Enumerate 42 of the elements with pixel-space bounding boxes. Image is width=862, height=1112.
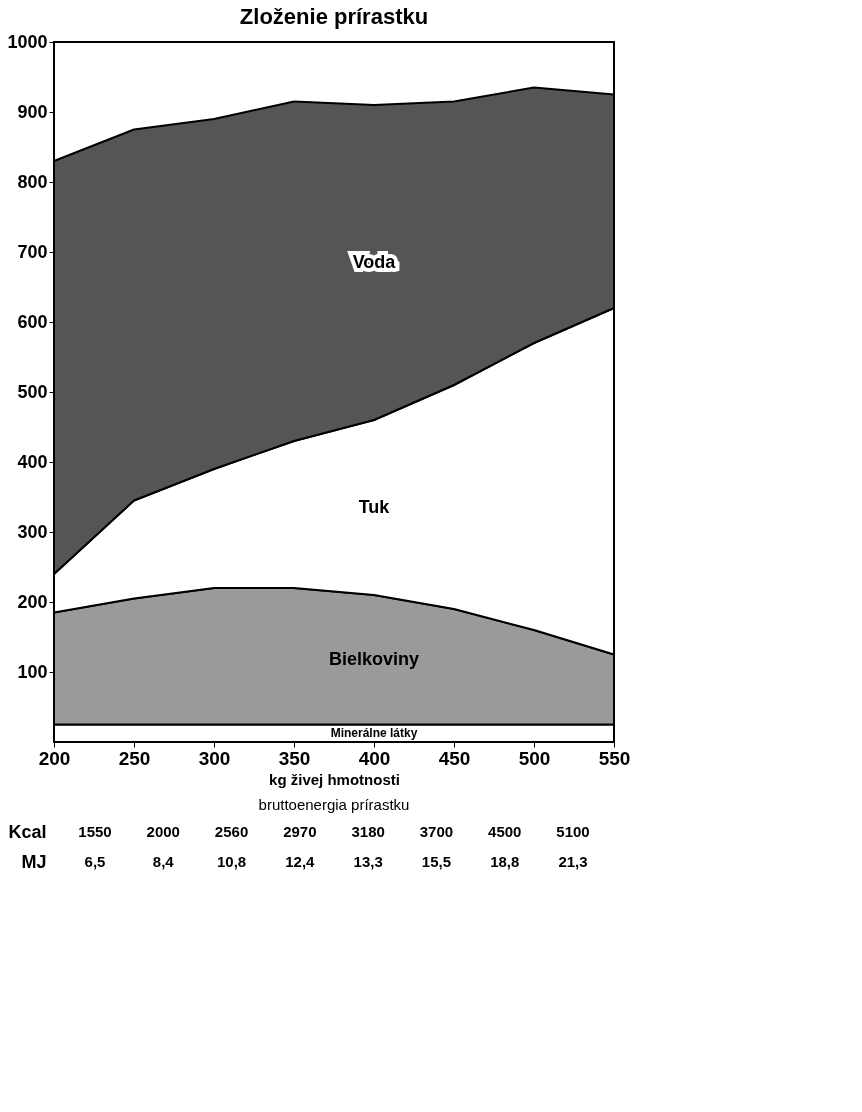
x-tick-label: 300 (198, 747, 231, 769)
x-tick-label: 450 (438, 747, 471, 769)
text: 13,3 (353, 853, 383, 870)
text: 2000 (146, 823, 180, 840)
y-tick-label: 1000 (7, 31, 48, 52)
series-label: Tuk (358, 496, 391, 517)
text: bruttoenergia prírastku (258, 796, 410, 813)
y-tick-label: 400 (17, 451, 48, 472)
text: Kcal (8, 821, 47, 842)
chart-title: Zloženie prírastku (239, 4, 429, 29)
text: 6,5 (84, 853, 106, 870)
series-label: Voda (352, 251, 397, 272)
text: MJ (21, 851, 47, 872)
text: 1550 (78, 823, 112, 840)
text: 15,5 (421, 853, 452, 870)
text: 5100 (556, 823, 590, 840)
x-tick-label: 500 (518, 747, 551, 769)
text: 2560 (214, 823, 249, 840)
text: 21,3 (558, 853, 588, 870)
y-tick-label: 200 (17, 591, 48, 612)
text: 10,8 (216, 853, 247, 870)
x-tick-label: 250 (118, 747, 151, 769)
x-tick-label: 200 (38, 747, 71, 769)
text: 3700 (419, 823, 454, 840)
text: 12,4 (285, 853, 316, 870)
text: 4500 (488, 823, 522, 840)
x-tick-label: 550 (598, 747, 631, 769)
x-tick-label: 400 (358, 747, 391, 769)
text: 2970 (283, 823, 317, 840)
series-label: Minerálne látky (330, 726, 418, 741)
x-tick-label: 350 (278, 747, 311, 769)
text: 18,8 (490, 853, 520, 870)
y-tick-label: 900 (17, 101, 48, 122)
y-tick-label: 300 (17, 521, 48, 542)
text: 8,4 (152, 853, 175, 870)
text: 3180 (351, 823, 385, 840)
y-tick-label: 600 (17, 311, 48, 332)
y-tick-label: 700 (17, 241, 48, 262)
y-tick-label: 100 (17, 661, 48, 682)
y-tick-label: 500 (17, 381, 48, 402)
y-tick-label: 800 (17, 171, 48, 192)
x-axis-title: kg živej hmotnosti (269, 770, 400, 788)
